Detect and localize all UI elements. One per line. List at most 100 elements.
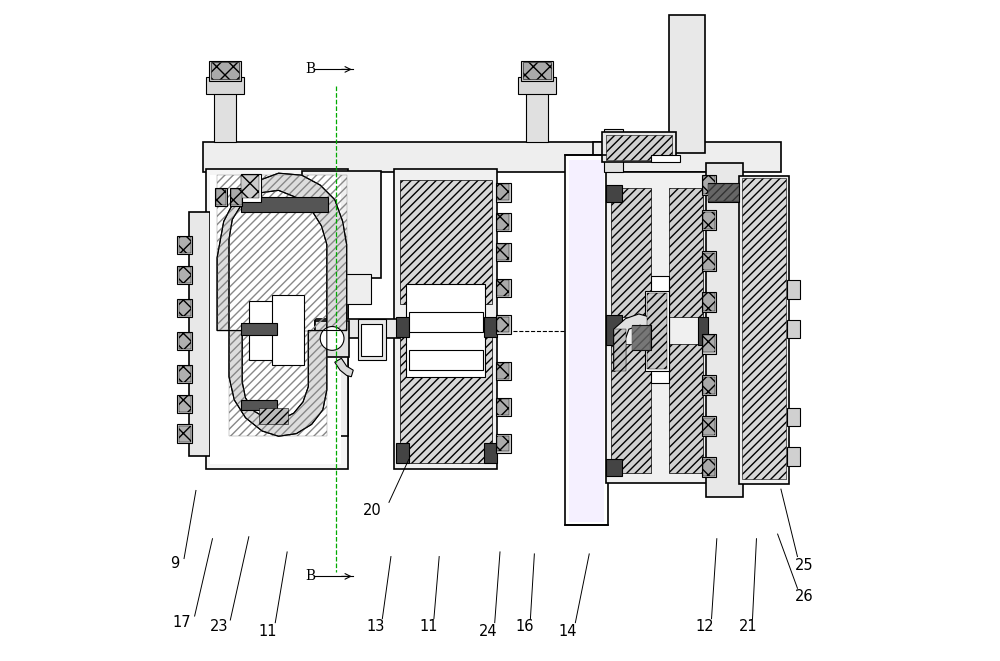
Bar [179,333,191,349]
Text: 11: 11 [258,624,277,639]
Bar [703,459,715,476]
Bar [497,363,509,379]
Bar [214,89,236,142]
Bar [315,321,349,357]
Bar [611,344,651,473]
Bar [496,183,511,202]
Bar [358,319,386,360]
Bar [400,334,492,463]
Bar [606,459,622,476]
Bar [602,132,676,162]
Bar [702,334,716,354]
Circle shape [320,327,344,350]
Bar [497,184,509,200]
Bar [409,350,483,370]
Polygon shape [217,173,347,330]
Bar [496,434,511,453]
Text: 9: 9 [170,556,179,570]
Text: 14: 14 [558,624,577,639]
Bar [215,188,227,206]
Bar [497,280,509,296]
Bar [406,284,485,377]
Bar [177,395,192,413]
Bar [497,244,509,260]
Bar [409,312,483,332]
Bar [703,377,715,394]
Bar [497,214,509,230]
Bar [645,291,669,371]
Bar [241,400,277,410]
Bar [703,335,715,352]
Bar [396,443,409,463]
Bar [497,399,509,415]
Bar [569,160,604,522]
Bar [787,408,800,426]
Bar [708,184,739,201]
Bar [632,326,650,350]
Bar [647,293,667,369]
Bar [249,301,281,360]
Bar [241,174,261,202]
Bar [606,315,622,345]
Bar [484,317,497,337]
Text: 25: 25 [795,558,813,572]
Bar [565,155,608,525]
Bar [302,171,381,278]
Bar [241,175,259,198]
Bar [177,332,192,350]
Text: B: B [305,62,315,77]
Bar [179,366,191,382]
Bar [632,325,651,350]
Bar [179,396,191,412]
Bar [606,135,672,160]
Bar [400,180,492,304]
Text: 23: 23 [210,619,228,634]
Bar [189,212,210,456]
Bar [179,237,191,253]
Bar [698,317,708,345]
Bar [611,188,651,317]
Bar [361,324,382,356]
Bar [593,142,781,172]
Bar [241,323,277,335]
Bar [496,243,511,261]
Bar [703,176,715,194]
Text: B: B [305,569,315,584]
Bar [703,418,715,435]
Bar [496,362,511,380]
Bar [742,178,786,479]
Text: 13: 13 [367,619,385,634]
Bar [702,416,716,436]
Bar [702,175,716,195]
Bar [703,253,715,270]
Text: 17: 17 [172,615,191,630]
Bar [497,436,509,451]
Bar [229,330,327,436]
Bar [787,320,800,338]
Bar [394,169,497,469]
Bar [518,77,556,94]
Bar [177,236,192,254]
Bar [708,183,739,202]
Bar [523,62,551,79]
Bar [614,329,626,371]
Bar [206,77,244,94]
Bar [739,176,789,484]
Text: 12: 12 [696,619,714,634]
Bar [315,319,411,338]
Bar [669,15,705,153]
Bar [496,315,511,334]
Bar [179,300,191,316]
Text: 26: 26 [795,589,813,603]
Bar [211,62,239,79]
Text: 21: 21 [739,619,757,634]
Bar [606,172,708,483]
Bar [177,266,192,284]
Polygon shape [335,358,353,377]
Bar [302,202,348,436]
Bar [703,293,715,311]
Bar [177,424,192,443]
Bar [231,189,242,205]
Text: 11: 11 [419,619,438,634]
Bar [206,169,348,469]
